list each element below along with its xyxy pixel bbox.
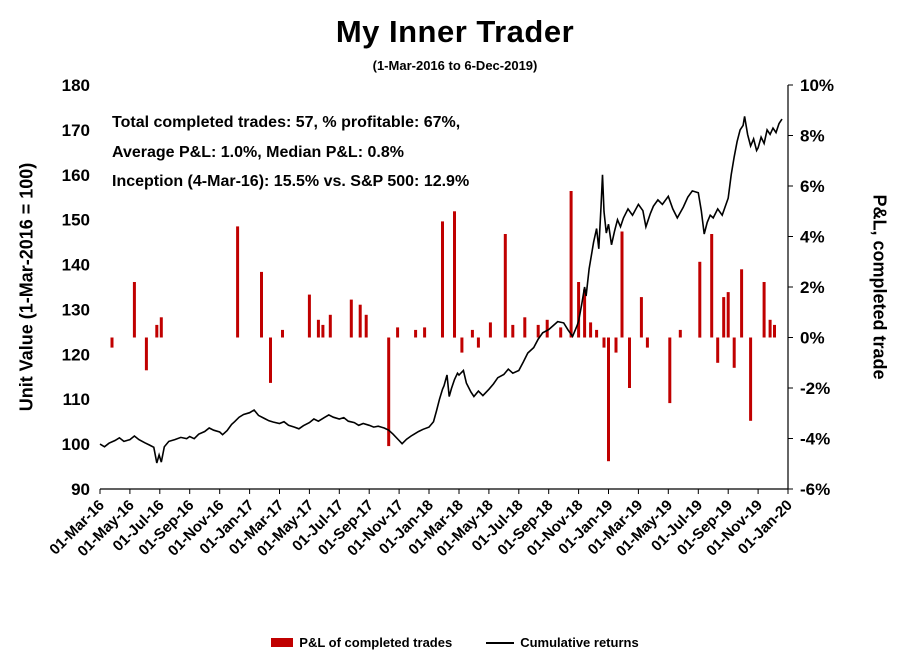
pl-bar bbox=[583, 289, 587, 338]
pl-bar bbox=[396, 327, 400, 338]
pl-bar bbox=[620, 231, 624, 338]
annotation-block: Total completed trades: 57, % profitable… bbox=[112, 108, 469, 197]
pl-bar bbox=[710, 234, 714, 338]
annotation-line-2: Average P&L: 1.0%, Median P&L: 0.8% bbox=[112, 143, 404, 161]
pl-bar bbox=[559, 327, 563, 338]
pl-bar bbox=[110, 337, 114, 348]
left-axis-tick-label: 90 bbox=[71, 480, 90, 499]
pl-bar bbox=[726, 292, 730, 338]
pl-bar bbox=[321, 324, 325, 338]
pl-bar bbox=[773, 324, 776, 338]
pl-bar bbox=[358, 304, 362, 338]
pl-bar bbox=[236, 226, 240, 338]
right-axis-tick-label: -4% bbox=[800, 430, 830, 449]
pl-bar bbox=[460, 337, 464, 353]
annotation-line-3: Inception (4-Mar-16): 15.5% vs. S&P 500:… bbox=[112, 173, 470, 191]
pl-bar bbox=[453, 211, 456, 338]
pl-bar bbox=[414, 329, 418, 338]
pl-bar bbox=[607, 337, 610, 462]
bar-legend-label: P&L of completed trades bbox=[299, 635, 453, 650]
left-axis-tick-label: 150 bbox=[62, 211, 90, 230]
pl-bar bbox=[132, 282, 136, 338]
right-axis-tick-label: -2% bbox=[800, 379, 830, 398]
pl-bar bbox=[678, 329, 682, 338]
pl-bar bbox=[716, 337, 720, 363]
pl-bar bbox=[316, 319, 320, 338]
cumulative-returns-line bbox=[99, 116, 783, 464]
pl-bar bbox=[536, 324, 540, 338]
right-axis-tick-label: 2% bbox=[800, 278, 825, 297]
legend: P&L of completed trades Cumulative retur… bbox=[0, 635, 910, 650]
pl-bar bbox=[722, 297, 726, 338]
pl-bar bbox=[545, 319, 549, 338]
pl-bar bbox=[577, 282, 581, 338]
pl-bar bbox=[732, 337, 736, 368]
pl-bar bbox=[387, 337, 391, 447]
pl-bar bbox=[155, 324, 159, 338]
pl-bar bbox=[269, 337, 272, 383]
pl-bar bbox=[569, 191, 573, 338]
pl-bar bbox=[645, 337, 649, 348]
pl-bar bbox=[328, 314, 332, 338]
pl-bar bbox=[260, 271, 263, 338]
pl-bar bbox=[511, 324, 515, 338]
line-legend-swatch bbox=[486, 641, 515, 644]
right-axis-tick-label: 8% bbox=[800, 127, 825, 146]
annotation-line-1: Total completed trades: 57, % profitable… bbox=[112, 114, 461, 131]
bar-legend-swatch bbox=[271, 638, 294, 647]
pl-bar bbox=[740, 269, 744, 338]
pl-bar bbox=[503, 234, 507, 338]
chart-title: My Inner Trader bbox=[335, 14, 575, 49]
pl-bar bbox=[281, 329, 284, 338]
right-axis-tick-label: -6% bbox=[800, 480, 830, 499]
left-axis-tick-label: 140 bbox=[62, 256, 90, 275]
left-axis-title: Unit Value (1-Mar-2016 = 100) bbox=[16, 162, 37, 412]
left-axis-tick-label: 170 bbox=[62, 121, 90, 140]
pl-bar bbox=[589, 322, 593, 338]
pl-bar bbox=[749, 337, 753, 421]
pl-bar bbox=[639, 297, 643, 338]
pl-bar bbox=[159, 317, 163, 338]
right-axis-tick-label: 0% bbox=[800, 329, 825, 348]
pl-bar bbox=[349, 299, 353, 338]
left-axis-tick-label: 100 bbox=[62, 435, 90, 454]
chart-subtitle: (1-Mar-2016 to 6-Dec-2019) bbox=[372, 58, 538, 73]
pl-bar bbox=[423, 327, 427, 338]
left-axis-tick-label: 160 bbox=[62, 166, 90, 185]
pl-bar bbox=[307, 294, 311, 338]
pl-bar bbox=[441, 221, 444, 338]
pl-bar bbox=[768, 319, 772, 338]
line-legend-label: Cumulative returns bbox=[520, 635, 639, 650]
left-axis-tick-label: 110 bbox=[63, 390, 90, 409]
pl-bar bbox=[762, 282, 766, 338]
pl-bar bbox=[698, 261, 702, 338]
left-axis-tick-label: 120 bbox=[62, 345, 90, 364]
right-axis-tick-label: 6% bbox=[800, 177, 825, 196]
pl-bar bbox=[628, 337, 631, 388]
right-axis-tick-label: 4% bbox=[800, 228, 825, 247]
pl-bar bbox=[523, 317, 527, 338]
pl-bar bbox=[488, 322, 492, 338]
left-axis-tick-label: 130 bbox=[62, 300, 90, 319]
pl-bar bbox=[602, 337, 606, 348]
pl-bar bbox=[364, 314, 368, 338]
right-axis-title: P&L, completed trade bbox=[869, 194, 890, 380]
pl-bar bbox=[595, 329, 599, 338]
pl-bar bbox=[668, 337, 672, 404]
pl-bar bbox=[476, 337, 480, 348]
pl-bar bbox=[470, 329, 474, 338]
right-axis-tick-label: 10% bbox=[800, 76, 834, 95]
pl-bar bbox=[614, 337, 618, 353]
left-axis-tick-label: 180 bbox=[62, 76, 90, 95]
pl-bar bbox=[144, 337, 148, 371]
